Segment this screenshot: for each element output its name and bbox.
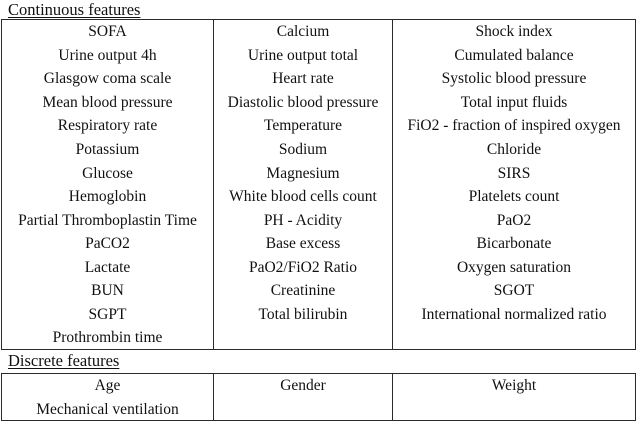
feature-cell: Prothrombin time xyxy=(52,329,163,347)
table-column-3: Weight xyxy=(392,374,635,420)
feature-cell: White blood cells count xyxy=(229,188,377,206)
feature-cell: PH - Acidity xyxy=(263,211,343,229)
feature-cell: Temperature xyxy=(263,117,343,135)
feature-cell: Shock index xyxy=(475,23,553,41)
table-column-1: SOFA Urine output 4h Glasgow coma scale … xyxy=(2,20,213,349)
feature-cell: PaO2 xyxy=(496,211,532,229)
discrete-features-table: Age Mechanical ventilation Gender Weight xyxy=(1,373,636,421)
feature-cell: Glasgow coma scale xyxy=(43,70,172,88)
feature-cell: SOFA xyxy=(88,23,127,41)
feature-cell: Respiratory rate xyxy=(57,117,158,135)
feature-cell: Age xyxy=(94,377,121,395)
table-column-3: Shock index Cumulated balance Systolic b… xyxy=(392,20,635,349)
feature-cell: Creatinine xyxy=(270,282,336,300)
continuous-features-table: SOFA Urine output 4h Glasgow coma scale … xyxy=(1,19,636,350)
feature-cell: Chloride xyxy=(486,141,542,158)
feature-cell: Platelets count xyxy=(468,188,560,206)
feature-cell: FiO2 - fraction of inspired oxygen xyxy=(407,117,621,135)
feature-cell: Total input fluids xyxy=(460,93,568,111)
feature-cell: Gender xyxy=(280,377,326,395)
feature-cell: Mean blood pressure xyxy=(42,93,173,111)
feature-cell: Weight xyxy=(491,377,537,395)
feature-cell: Urine output 4h xyxy=(58,46,157,64)
feature-cell: Hemoglobin xyxy=(68,188,147,206)
feature-cell: SGPT xyxy=(88,305,127,323)
feature-cell: Bicarbonate xyxy=(476,235,552,253)
feature-cell: Oxygen saturation xyxy=(456,258,572,276)
feature-cell: PaO2/FiO2 Ratio xyxy=(248,258,358,276)
feature-cell: Calcium xyxy=(276,23,330,41)
feature-cell: SGOT xyxy=(493,282,535,300)
feature-cell: Systolic blood pressure xyxy=(441,70,587,88)
feature-cell: Cumulated balance xyxy=(454,46,574,64)
feature-cell: International normalized ratio xyxy=(421,305,607,323)
continuous-features-heading: Continuous features xyxy=(8,0,141,19)
feature-cell: Heart rate xyxy=(272,70,334,88)
feature-cell: Diastolic blood pressure xyxy=(227,93,379,111)
feature-cell: Total bilirubin xyxy=(258,305,348,323)
feature-cell: Sodium xyxy=(278,141,328,158)
table-column-2: Calcium Urine output total Heart rate Di… xyxy=(213,20,392,349)
table-column-2: Gender xyxy=(213,374,392,420)
feature-cell: Mechanical ventilation xyxy=(36,400,179,418)
feature-cell: Base excess xyxy=(265,235,341,253)
feature-cell: Potassium xyxy=(75,141,140,158)
feature-cell: Glucose xyxy=(82,164,133,182)
discrete-features-heading: Discrete features xyxy=(8,351,120,370)
feature-cell: SIRS xyxy=(497,164,531,182)
feature-cell: BUN xyxy=(91,282,124,300)
feature-cell: Lactate xyxy=(84,258,131,276)
feature-cell: PaCO2 xyxy=(85,235,130,253)
feature-cell: Magnesium xyxy=(266,164,340,182)
feature-cell: Urine output total xyxy=(247,46,359,64)
table-column-1: Age Mechanical ventilation xyxy=(2,374,213,420)
feature-cell: Partial Thromboplastin Time xyxy=(18,211,197,229)
